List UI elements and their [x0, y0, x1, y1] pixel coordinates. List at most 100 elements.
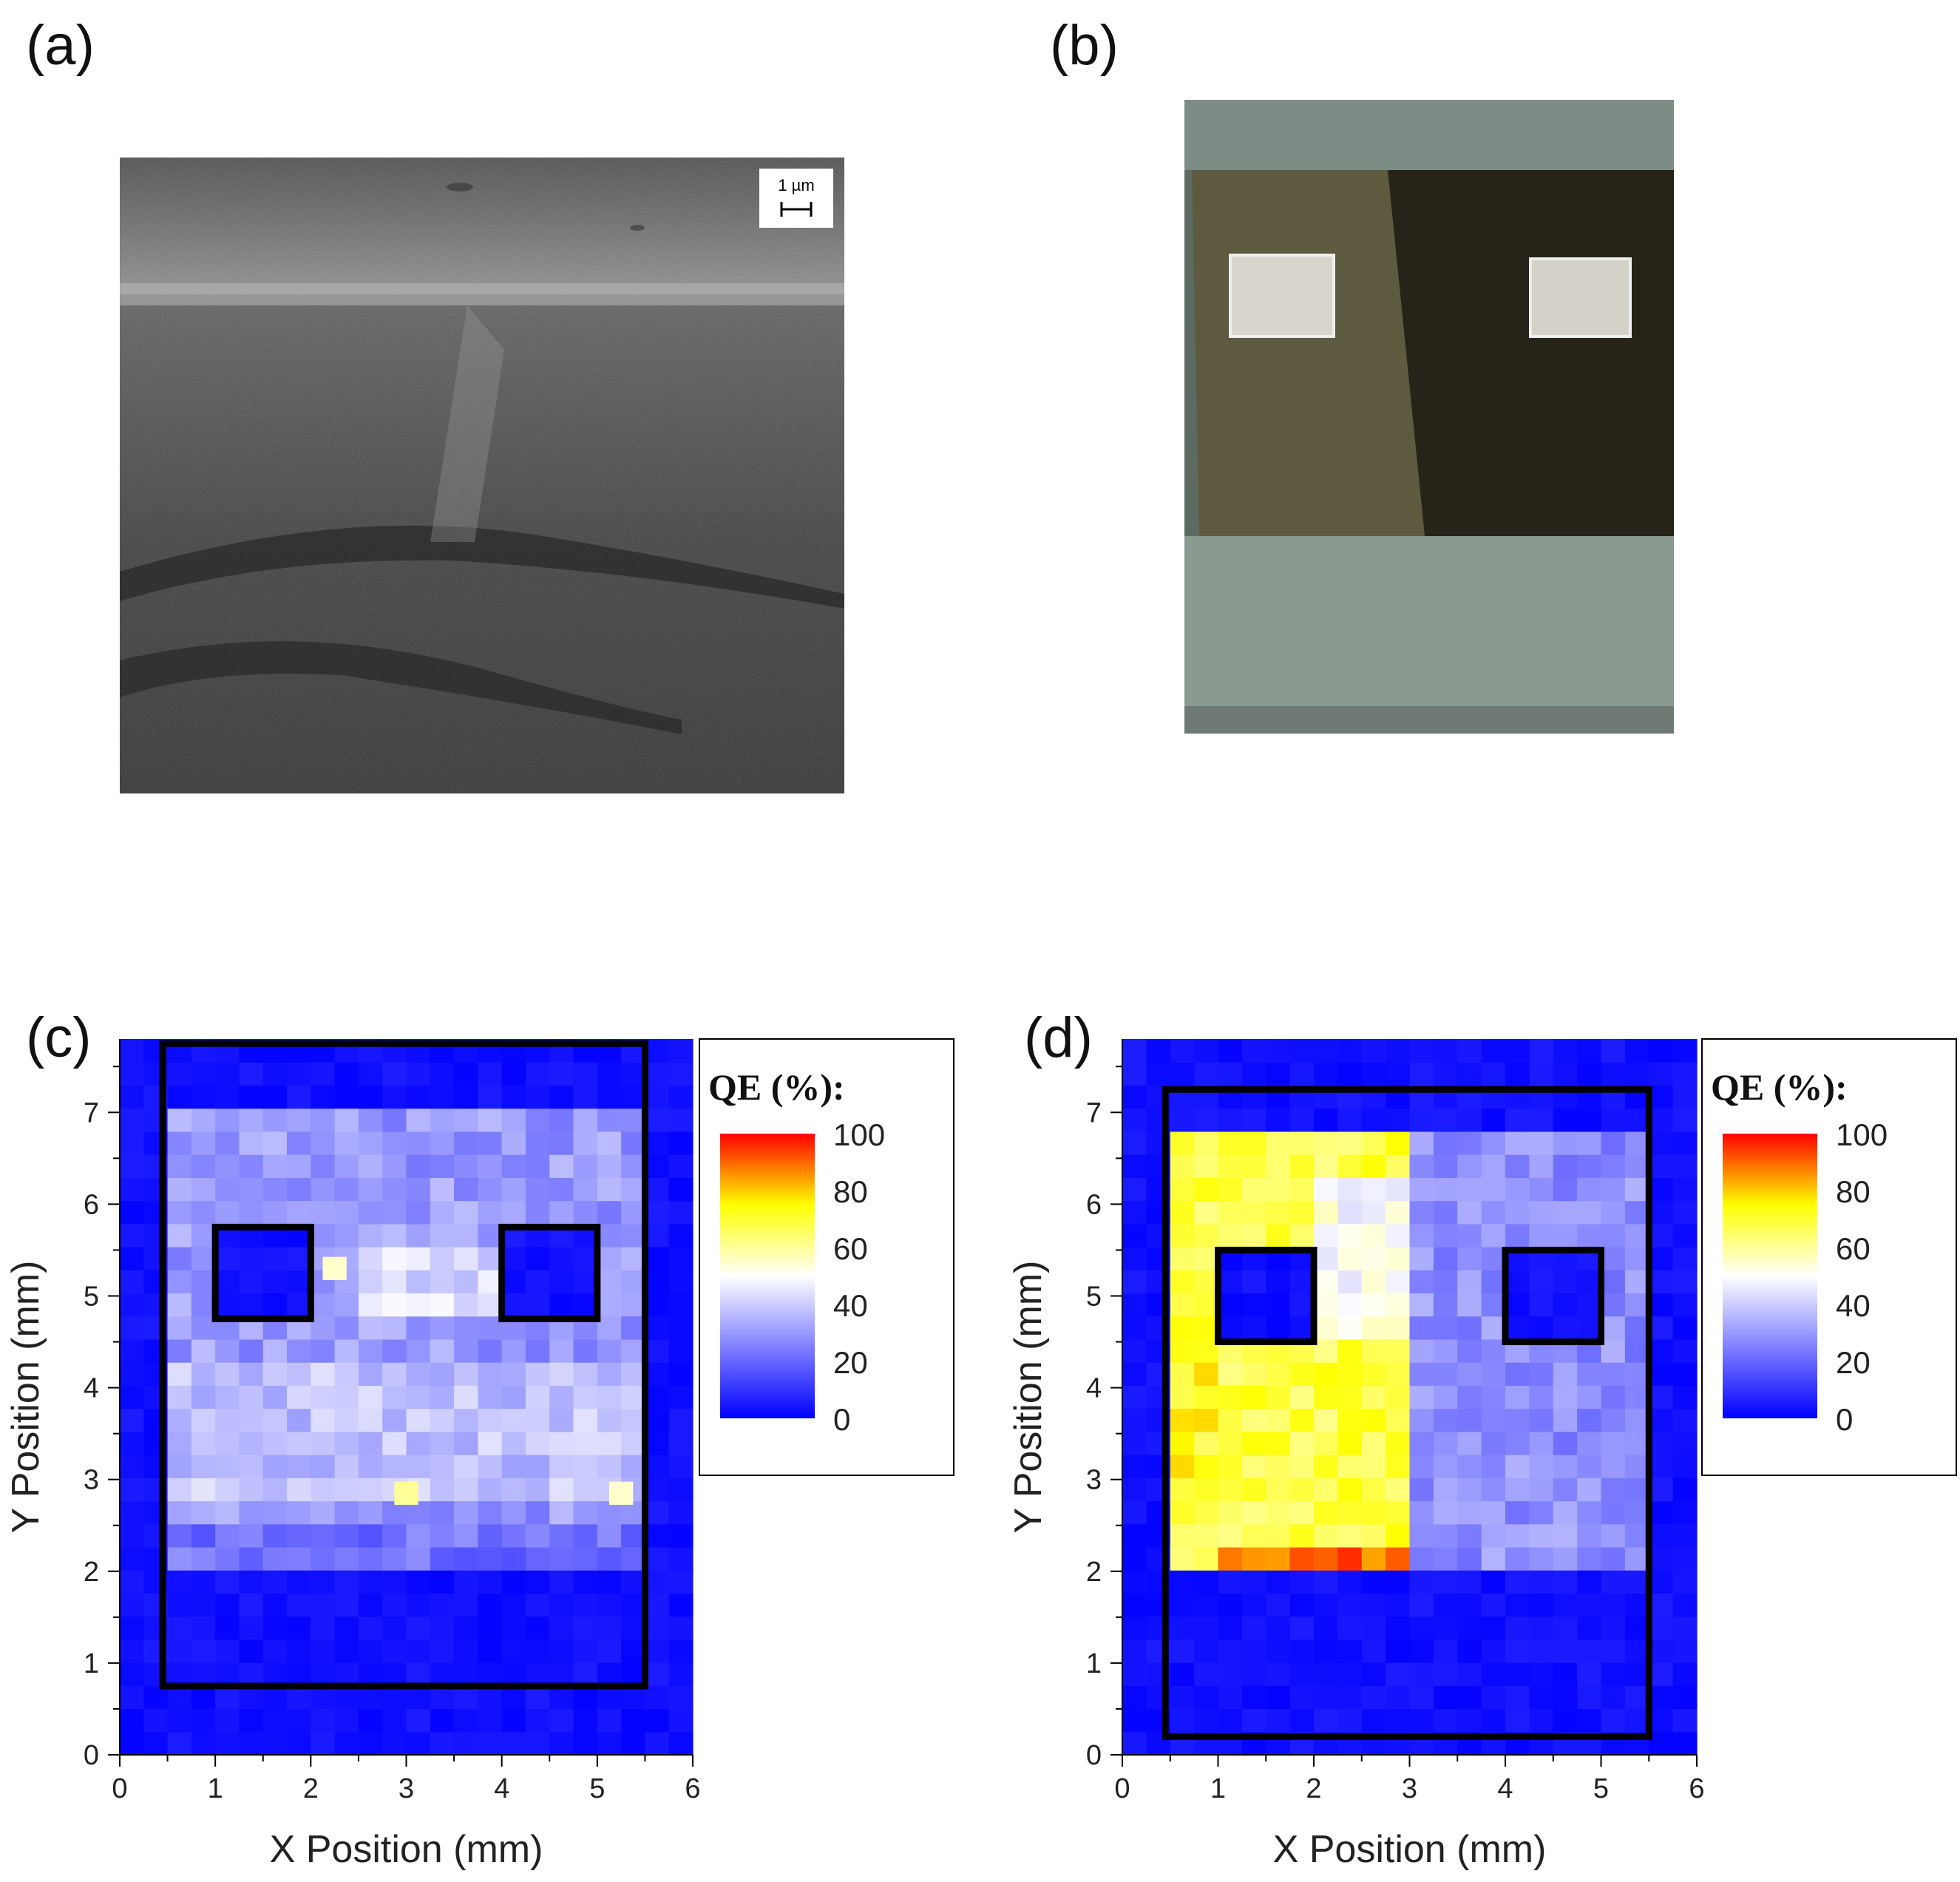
heatmap-cell: [1601, 1431, 1626, 1455]
heatmap-cell: [1672, 1338, 1698, 1363]
heatmap-cell: [1624, 1200, 1649, 1225]
heatmap-cell: [1457, 1200, 1482, 1225]
heatmap-cell: [287, 1338, 311, 1363]
heatmap-cell: [597, 1639, 622, 1663]
heatmap-cell: [1218, 1177, 1243, 1202]
heatmap-cell: [1457, 1500, 1482, 1525]
heatmap-cell: [311, 1662, 336, 1686]
heatmap-cell: [311, 1062, 336, 1086]
heatmap-cell: [525, 1431, 550, 1455]
heatmap-cell: [1289, 1200, 1315, 1225]
heatmap-cell: [549, 1523, 574, 1548]
heatmap-cell: [262, 1108, 288, 1132]
heatmap-cell: [334, 1616, 359, 1640]
x-tick-label: 2: [303, 1773, 319, 1804]
heatmap-cell: [1409, 1154, 1434, 1178]
heatmap-cell: [1649, 1131, 1674, 1155]
heatmap-cell: [358, 1685, 383, 1710]
heatmap-cell: [454, 1662, 478, 1686]
heatmap-cell: [1529, 1408, 1554, 1432]
heatmap-cell: [621, 1523, 646, 1548]
heatmap-cell: [478, 1385, 503, 1409]
heatmap-cell: [1289, 1708, 1315, 1733]
heatmap-cell: [1386, 1039, 1411, 1063]
heatmap-cell: [1218, 1039, 1243, 1063]
heatmap-cell: [1170, 1570, 1195, 1594]
heatmap-cell: [382, 1177, 407, 1202]
heatmap-cell: [454, 1546, 478, 1571]
heatmap-cell: [1409, 1293, 1434, 1317]
heatmap-cell: [525, 1570, 550, 1594]
heatmap-cell: [1457, 1570, 1482, 1594]
heatmap-cell: [501, 1085, 526, 1109]
heatmap-cell: [1266, 1039, 1291, 1063]
heatmap-cell: [382, 1408, 407, 1432]
x-tick-label: 2: [1306, 1773, 1321, 1804]
heatmap-cell: [430, 1546, 455, 1571]
heatmap-cell: [215, 1431, 240, 1455]
heatmap-cell: [239, 1270, 264, 1294]
heatmap-cell: [1241, 1062, 1266, 1086]
heatmap-cell: [1457, 1685, 1482, 1710]
heatmap-cell: [454, 1338, 478, 1363]
heatmap-cell: [1122, 1408, 1147, 1432]
heatmap-cell: [1361, 1316, 1386, 1340]
heatmap-cell: [1481, 1270, 1506, 1294]
heatmap-cell: [1433, 1293, 1458, 1317]
heatmap-cell: [406, 1062, 431, 1086]
heatmap-cell: [1170, 1593, 1195, 1617]
heatmap-cell: [1577, 1131, 1602, 1155]
heatmap-cell: [478, 1293, 503, 1317]
contact-pad-left: [1229, 254, 1335, 338]
heatmap-cell: [668, 1708, 694, 1733]
heatmap-cell: [1361, 1616, 1386, 1640]
heatmap-cell: [1241, 1570, 1266, 1594]
heatmap-cell: [215, 1408, 240, 1432]
heatmap-cell: [430, 1708, 455, 1733]
heatmap-cell: [311, 1362, 336, 1386]
heatmap-cell: [1481, 1477, 1506, 1502]
heatmap-cell: [573, 1338, 598, 1363]
heatmap-cell: [120, 1570, 144, 1594]
heatmap-cell: [334, 1708, 359, 1733]
heatmap-cell: [1386, 1316, 1411, 1340]
heatmap-cell: [191, 1408, 216, 1432]
heatmap-cell: [501, 1362, 526, 1386]
qe-map-c: 0 1 2 3 4 5 6 0 1 2 3 4 5 6 7 X Position (mm) Y Position…: [4, 1039, 701, 1871]
heatmap-cell: [1672, 1085, 1698, 1109]
heatmap-cell: [1672, 1062, 1698, 1086]
heatmap-cell: [668, 1108, 694, 1132]
heatmap-cell: [1601, 1270, 1626, 1294]
heatmap-cell: [1337, 1477, 1363, 1502]
heatmap-cell: [1314, 1639, 1338, 1663]
heatmap-cell: [167, 1570, 192, 1594]
heatmap-cell: [597, 1546, 622, 1571]
heatmap-cell: [382, 1570, 407, 1594]
heatmap-cell: [1194, 1593, 1219, 1617]
heatmap-cell: [1433, 1639, 1458, 1663]
heatmap-cell: [1624, 1062, 1649, 1086]
heatmap-cell: [191, 1546, 216, 1571]
heatmap-cell: [1266, 1362, 1291, 1386]
heatmap-cell: [1577, 1200, 1602, 1225]
heatmap-cell: [1553, 1385, 1578, 1409]
heatmap-cell: [1361, 1131, 1386, 1155]
heatmap-cell: [668, 1293, 694, 1317]
heatmap-cell: [1289, 1362, 1315, 1386]
heatmap-cell: [167, 1708, 192, 1733]
heatmap-cell: [311, 1500, 336, 1525]
heatmap-cell: [1649, 1247, 1674, 1270]
heatmap-cell: [1409, 1477, 1434, 1502]
heatmap-cell: [430, 1731, 455, 1756]
heatmap-cell: [549, 1177, 574, 1202]
colorbar-tick-label: 100: [833, 1117, 885, 1152]
heatmap-cell: [501, 1455, 526, 1478]
heatmap-cell: [1266, 1685, 1291, 1710]
heatmap-cell: [1289, 1385, 1315, 1409]
heatmap-cell: [1409, 1247, 1434, 1270]
heatmap-cell: [1266, 1385, 1291, 1409]
heatmap-cell: [1241, 1616, 1266, 1640]
heatmap-cell: [430, 1223, 455, 1248]
heatmap-cell: [1337, 1247, 1363, 1270]
heatmap-cell: [239, 1639, 264, 1663]
